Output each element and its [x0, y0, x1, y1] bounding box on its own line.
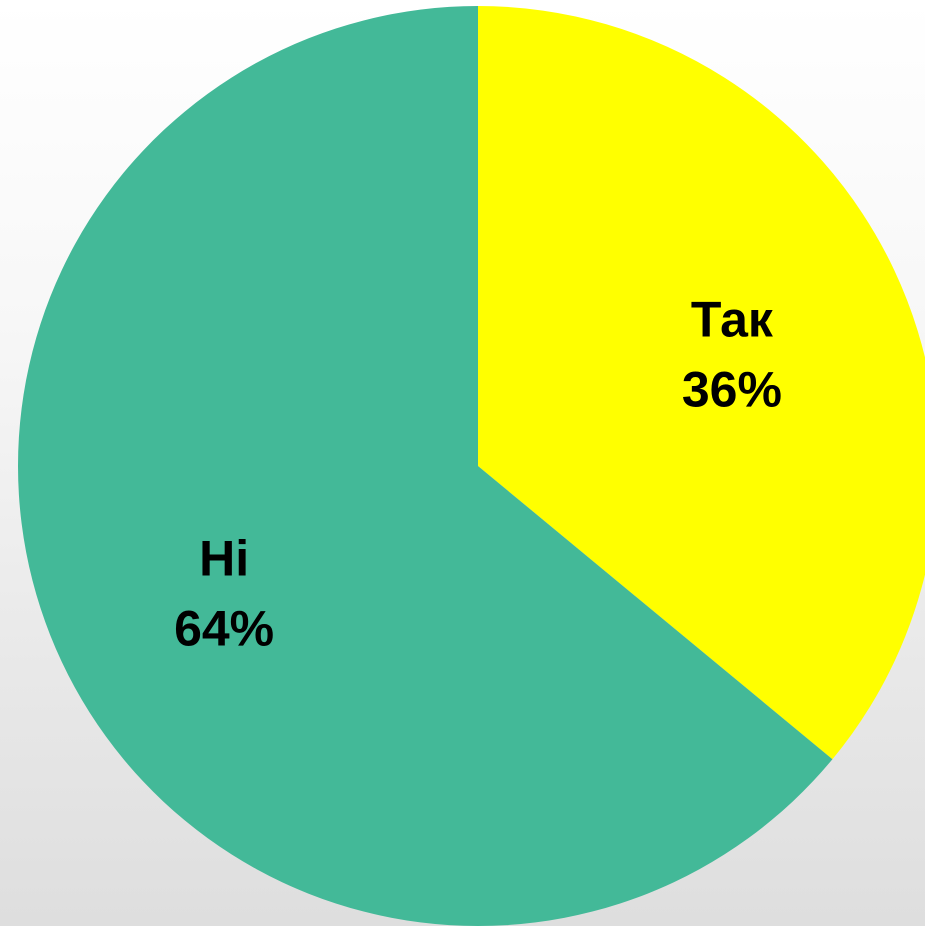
slice-percent-label-0: 36% [682, 362, 782, 418]
slice-label-group-0: Так 36% [682, 292, 782, 418]
labels-layer: Так 36% Ні 64% [174, 292, 782, 657]
slice-percent-label-1: 64% [174, 600, 274, 656]
pie-slice-1 [18, 6, 833, 926]
slices-layer [18, 6, 925, 926]
pie-slice-0 [478, 6, 925, 760]
slice-label-group-1: Ні 64% [174, 530, 274, 656]
slice-category-label-0: Так [691, 292, 774, 348]
slice-category-label-1: Ні [199, 530, 249, 586]
